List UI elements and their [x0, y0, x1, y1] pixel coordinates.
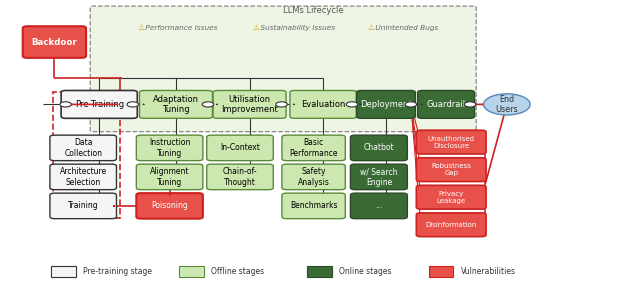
FancyBboxPatch shape: [351, 164, 407, 190]
Text: Backdoor: Backdoor: [31, 37, 77, 47]
Text: End
Users: End Users: [495, 95, 518, 114]
Text: Architecture
Selection: Architecture Selection: [60, 167, 107, 186]
FancyBboxPatch shape: [417, 130, 486, 154]
Circle shape: [276, 102, 287, 107]
Text: Training: Training: [68, 201, 99, 211]
Text: Robustness
Gap: Robustness Gap: [431, 163, 471, 176]
FancyBboxPatch shape: [417, 185, 486, 209]
Text: In-Context: In-Context: [220, 143, 260, 153]
Text: Data
Collection: Data Collection: [64, 138, 102, 157]
FancyBboxPatch shape: [417, 90, 474, 118]
FancyBboxPatch shape: [429, 266, 453, 277]
Text: Evaluation: Evaluation: [301, 100, 346, 109]
Circle shape: [127, 102, 138, 107]
Text: Privacy
Leakage: Privacy Leakage: [436, 191, 466, 204]
FancyBboxPatch shape: [356, 90, 415, 118]
Text: Unauthorised
Disclosure: Unauthorised Disclosure: [428, 136, 475, 148]
Text: Poisoning: Poisoning: [151, 201, 188, 211]
Text: Pre-training stage: Pre-training stage: [83, 267, 152, 276]
FancyBboxPatch shape: [282, 135, 346, 161]
FancyBboxPatch shape: [23, 26, 86, 58]
Circle shape: [464, 102, 476, 107]
FancyBboxPatch shape: [136, 164, 203, 190]
Circle shape: [405, 102, 417, 107]
Text: Sustainability Issues: Sustainability Issues: [258, 24, 335, 31]
FancyBboxPatch shape: [140, 90, 212, 118]
FancyBboxPatch shape: [50, 193, 116, 219]
FancyBboxPatch shape: [417, 213, 486, 237]
Text: Unintended Bugs: Unintended Bugs: [373, 24, 438, 31]
FancyBboxPatch shape: [351, 193, 407, 219]
Text: Deployment: Deployment: [360, 100, 412, 109]
Circle shape: [202, 102, 214, 107]
FancyBboxPatch shape: [307, 266, 332, 277]
FancyBboxPatch shape: [136, 193, 203, 219]
Text: Chatbot: Chatbot: [364, 143, 394, 153]
FancyBboxPatch shape: [417, 158, 486, 182]
Text: Instruction
Tuning: Instruction Tuning: [149, 138, 190, 157]
FancyBboxPatch shape: [50, 164, 116, 190]
Text: Alignment
Tuning: Alignment Tuning: [150, 167, 189, 186]
FancyBboxPatch shape: [282, 193, 346, 219]
Text: Utilisation
Improvement: Utilisation Improvement: [221, 95, 278, 114]
FancyBboxPatch shape: [207, 164, 273, 190]
FancyBboxPatch shape: [136, 135, 203, 161]
FancyBboxPatch shape: [51, 266, 76, 277]
FancyBboxPatch shape: [213, 90, 286, 118]
FancyBboxPatch shape: [351, 135, 407, 161]
FancyBboxPatch shape: [90, 6, 476, 132]
FancyBboxPatch shape: [207, 135, 273, 161]
Text: Benchmarks: Benchmarks: [290, 201, 337, 211]
Text: Performance Issues: Performance Issues: [143, 25, 217, 30]
Text: Disinformation: Disinformation: [426, 222, 477, 228]
Text: LLMs Lifecycle: LLMs Lifecycle: [284, 6, 344, 15]
FancyBboxPatch shape: [61, 90, 138, 118]
Text: Basic
Performance: Basic Performance: [289, 138, 338, 157]
FancyBboxPatch shape: [50, 135, 116, 161]
Text: ...: ...: [375, 201, 383, 211]
Circle shape: [60, 102, 72, 107]
Circle shape: [484, 94, 530, 115]
Text: Vulnerabilities: Vulnerabilities: [461, 267, 516, 276]
Text: Online stages: Online stages: [339, 267, 392, 276]
Text: Safety
Analysis: Safety Analysis: [298, 167, 330, 186]
Text: ⚠: ⚠: [253, 23, 260, 32]
Text: Adaptation
Tuning: Adaptation Tuning: [153, 95, 199, 114]
Text: Guardrail: Guardrail: [426, 100, 466, 109]
Circle shape: [346, 102, 358, 107]
FancyBboxPatch shape: [179, 266, 204, 277]
FancyBboxPatch shape: [282, 164, 346, 190]
Text: Offline stages: Offline stages: [211, 267, 264, 276]
Text: ⚠: ⚠: [138, 23, 145, 32]
Text: ⚠: ⚠: [368, 23, 375, 32]
FancyBboxPatch shape: [290, 90, 356, 118]
Text: Chain-of-
Thought: Chain-of- Thought: [223, 167, 257, 186]
Text: Pre-Training: Pre-Training: [75, 100, 124, 109]
Text: w/ Search
Engine: w/ Search Engine: [360, 167, 397, 186]
